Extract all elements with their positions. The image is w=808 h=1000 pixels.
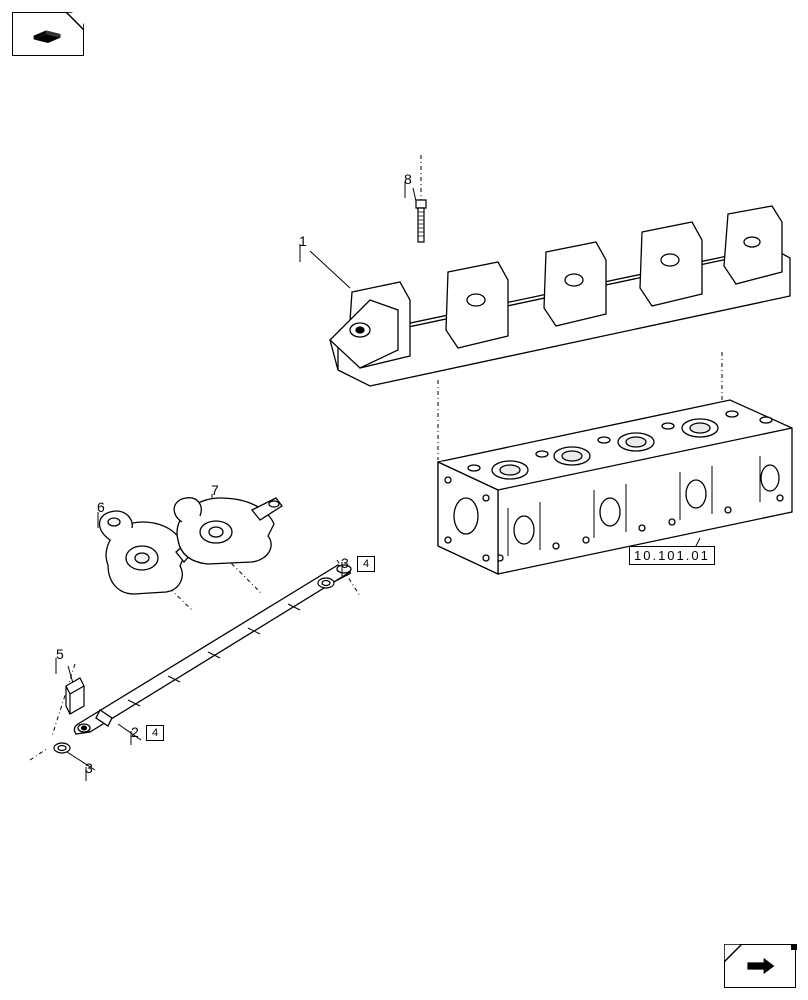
section-reference: 10.101.01: [629, 546, 715, 565]
hex-bolt: [416, 200, 426, 242]
callout-5: 5: [56, 646, 64, 662]
callout-7: 7: [211, 482, 219, 498]
callout-3: 3: [341, 555, 349, 571]
exploded-diagram: [0, 0, 808, 1000]
callout-1: 1: [299, 233, 307, 249]
rocker-arm-exhaust: [174, 498, 282, 564]
rocker-shaft: [74, 565, 351, 734]
note-box-4: 4: [146, 725, 164, 741]
note-box-4: 4: [357, 556, 375, 572]
shaft-plug: [66, 678, 84, 714]
callout-2: 2: [131, 724, 139, 740]
callout-6: 6: [97, 499, 105, 515]
retaining-ring: [54, 743, 70, 753]
callout-8: 8: [404, 171, 412, 187]
cylinder-head: [438, 400, 792, 574]
retaining-ring: [318, 578, 334, 588]
rocker-arm-support-bracket: [330, 206, 790, 386]
callout-3: 3: [85, 760, 93, 776]
